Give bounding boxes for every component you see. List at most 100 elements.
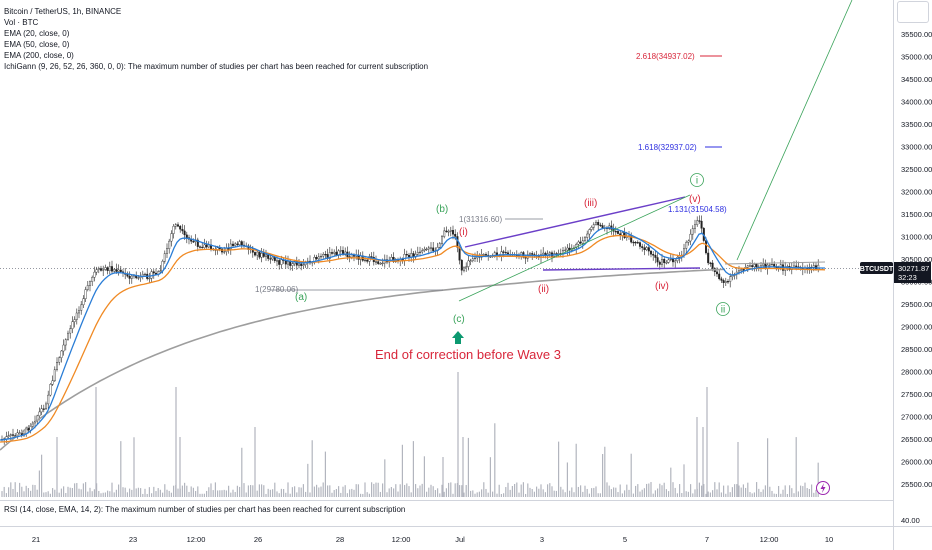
volume-bar: [80, 489, 82, 497]
volume-bar: [52, 488, 54, 497]
volume-bar: [463, 492, 465, 497]
volume-bar: [296, 492, 298, 497]
candle-body: [564, 249, 567, 251]
volume-bar: [720, 492, 722, 497]
volume-bar: [522, 482, 524, 497]
trend-line-green[interactable]: [458, 194, 691, 302]
legend-ema-20[interactable]: EMA (20, close, 0): [4, 29, 70, 38]
legend-ichigann[interactable]: IchiGann (9, 26, 52, 26, 360, 0, 0): The…: [4, 62, 429, 71]
volume-bar: [564, 492, 566, 497]
rsi-pane[interactable]: [0, 501, 893, 526]
candle-body: [344, 251, 347, 255]
volume-bar: [811, 484, 813, 497]
volume-bar: [368, 493, 370, 497]
candle-body: [320, 255, 323, 258]
candle-body: [438, 243, 441, 248]
volume-bar: [357, 484, 359, 497]
volume-bar: [443, 491, 445, 497]
volume-bar: [43, 492, 45, 497]
candle-body: [86, 285, 89, 290]
wave-ii-circle: [716, 302, 730, 316]
ema-50-line: [0, 234, 826, 443]
legend-ema-50[interactable]: EMA (50, close, 0): [4, 40, 70, 49]
candle-body: [678, 256, 681, 258]
price-axis[interactable]: 35500.00 35000.00 34500.00 34000.00 33500.00…: [901, 30, 932, 489]
rsi-legend[interactable]: RSI (14, close, EMA, 14, 2): The maximum…: [4, 505, 406, 514]
candle-body: [643, 247, 646, 250]
candle-body: [746, 265, 749, 268]
volume-bar: [283, 489, 285, 497]
candle-body: [601, 225, 604, 229]
legend-ema-200[interactable]: EMA (200, close, 0): [4, 51, 74, 60]
volume-bar: [716, 489, 718, 497]
candle-body: [771, 263, 774, 266]
volume-bar: [619, 484, 621, 497]
volume-bar: [681, 493, 683, 497]
candle-body: [575, 244, 578, 249]
candle-body: [267, 254, 270, 259]
candle-body: [11, 434, 14, 436]
candle-body: [463, 267, 466, 271]
volume-bar: [665, 489, 667, 497]
candle-body: [174, 224, 177, 227]
candle-body: [599, 224, 602, 226]
volume-bar: [740, 487, 742, 497]
volume-bar: [533, 491, 535, 497]
ema-200-line: [0, 268, 726, 451]
candle-body: [196, 239, 199, 247]
chart-settings-box[interactable]: [897, 1, 929, 23]
volume-bar: [793, 493, 795, 497]
volume-bar: [309, 492, 311, 497]
wave-iii-red-label: (iii): [584, 198, 597, 209]
volume-bar: [404, 484, 406, 497]
volume-bar: [375, 482, 377, 497]
candle-body: [548, 252, 551, 255]
volume-bar: [687, 491, 689, 497]
candle-body: [504, 252, 507, 254]
time-axis-label: 5: [623, 535, 627, 544]
candle-body: [531, 253, 534, 255]
volume-bar: [118, 484, 120, 497]
legend-volume[interactable]: Vol · BTC: [4, 18, 39, 27]
candle-body: [75, 312, 78, 320]
volume-bar: [760, 491, 762, 497]
candle-body: [762, 263, 765, 266]
volume-bar: [725, 493, 727, 497]
candle-body: [421, 250, 424, 253]
time-axis[interactable]: 21 23 12:00 26 28 12:00 Jul 3 5 7 12:00 10: [32, 535, 833, 544]
volume-bar: [437, 488, 439, 497]
lightning-icon: [820, 483, 826, 493]
channel-lower-line[interactable]: [542, 267, 701, 271]
volume-bar: [267, 488, 269, 497]
symbol-title[interactable]: Bitcoin / TetherUS, 1h, BINANCE: [4, 7, 122, 16]
price-axis-label: 30500.00: [901, 255, 932, 264]
volume-bar: [767, 438, 769, 497]
volume-bar: [419, 485, 421, 497]
volume-bar: [236, 485, 238, 497]
volume-bar: [144, 488, 146, 497]
candle-body: [405, 253, 408, 256]
volume-spike: [702, 427, 704, 497]
ticker-badge[interactable]: BTCUSDT 30271.87 32:23: [860, 262, 931, 283]
candle-body: [727, 281, 730, 283]
projection-line-green[interactable]: [736, 0, 853, 261]
candle-body: [445, 230, 448, 232]
candle-body: [485, 254, 488, 256]
drawings[interactable]: [270, 0, 853, 302]
volume-bar: [632, 493, 634, 497]
candle-body: [93, 271, 96, 278]
volume-bar: [353, 489, 355, 497]
volume-bar: [703, 484, 705, 497]
channel-upper-line[interactable]: [464, 196, 686, 248]
volume-bar: [91, 491, 93, 497]
volume-bar: [188, 491, 190, 497]
volume-bar: [113, 492, 115, 497]
volume-bar: [509, 489, 511, 497]
volume-bar: [408, 486, 410, 497]
volume-bar: [107, 490, 109, 497]
candle-body: [201, 246, 204, 249]
candle-body: [454, 234, 457, 237]
volume-bar: [225, 490, 227, 497]
volume-bar: [71, 488, 73, 497]
